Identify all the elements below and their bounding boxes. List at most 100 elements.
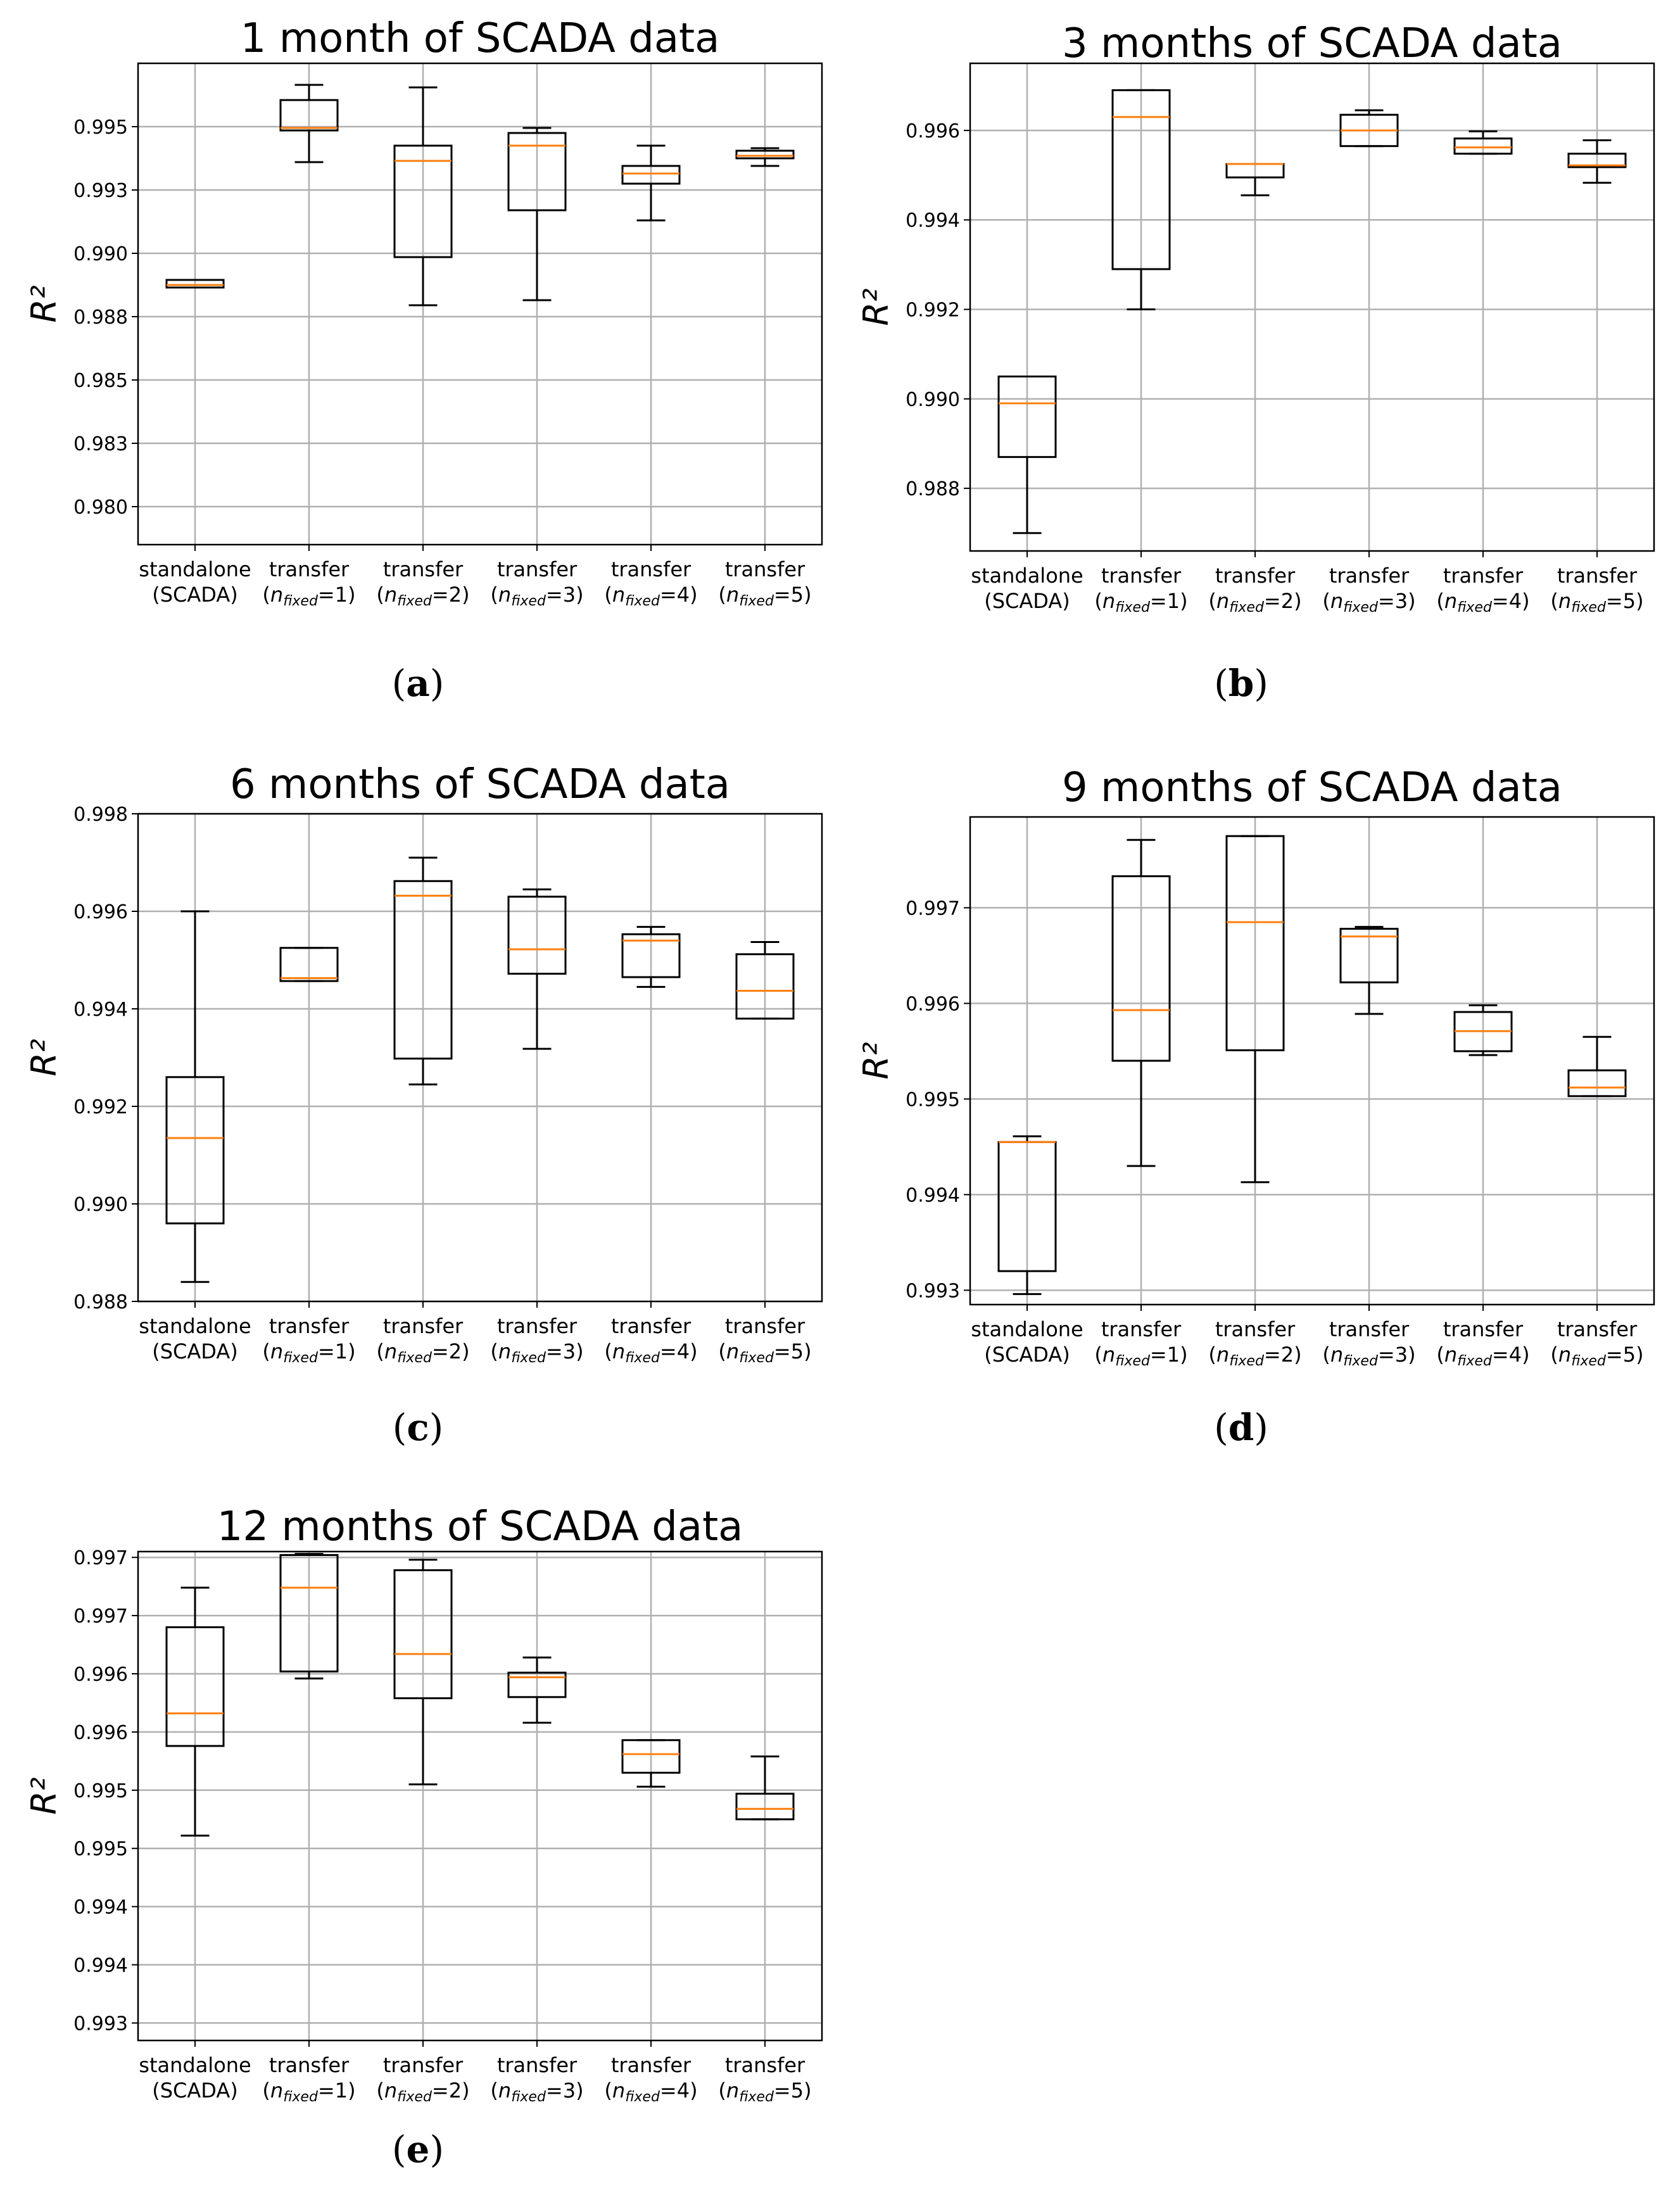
chart-title: 6 months of SCADA data <box>230 761 730 808</box>
box-6 <box>735 1755 795 1821</box>
y-tick-label: 0.988 <box>73 1291 128 1313</box>
x-tick-label: transfer <box>725 2053 805 2077</box>
x-tick-label: transfer <box>1557 564 1638 588</box>
x-tick-label-sub: (nfixed=4) <box>604 1339 697 1366</box>
x-tick-label-sub: (nfixed=5) <box>1550 589 1643 616</box>
box-2 <box>279 947 339 982</box>
x-tick-label: transfer <box>383 557 464 581</box>
x-tick-label-sub: (nfixed=5) <box>718 583 811 609</box>
y-tick-label: 0.995 <box>73 1780 128 1802</box>
box-2 <box>1111 838 1171 1167</box>
y-tick-label: 0.983 <box>73 433 128 455</box>
y-tick-label: 0.995 <box>73 1838 128 1861</box>
x-tick-label: transfer <box>1557 1317 1638 1341</box>
x-tick-label-sub: (SCADA) <box>984 1343 1070 1367</box>
box-4 <box>507 1656 567 1724</box>
axes-frame <box>137 813 823 1303</box>
y-tick-label: 0.992 <box>906 300 960 322</box>
x-tick-label-sub: (nfixed=3) <box>490 1339 583 1366</box>
x-tick-label: transfer <box>611 2053 692 2077</box>
x-tick-label: transfer <box>269 1314 350 1338</box>
box-iqr <box>1225 835 1285 1051</box>
x-tick-label-sub: (SCADA) <box>152 2078 237 2103</box>
box-1 <box>165 279 225 289</box>
box-4 <box>507 888 567 1050</box>
x-tick-label: transfer <box>1215 564 1296 588</box>
box-2 <box>279 1553 339 1679</box>
y-tick-label: 0.980 <box>73 497 128 519</box>
box-1 <box>165 910 225 1283</box>
y-tick-label: 0.994 <box>73 1897 128 1919</box>
box-iqr <box>735 953 795 1020</box>
axes-frame <box>137 62 823 546</box>
y-tick-label: 0.997 <box>73 1547 128 1569</box>
x-tick-label-sub: (nfixed=4) <box>604 2078 697 2105</box>
y-tick-label: 0.990 <box>906 389 960 411</box>
x-tick-label-sub: (nfixed=3) <box>1322 589 1415 616</box>
y-axis-label: R² <box>24 1777 64 1814</box>
x-tick-label-sub: (nfixed=3) <box>1322 1343 1415 1369</box>
box-3 <box>1225 835 1285 1184</box>
y-tick-label: 0.994 <box>73 999 128 1021</box>
x-tick-label: transfer <box>269 557 350 581</box>
y-tick-label: 0.990 <box>73 1194 128 1216</box>
box-iqr <box>507 132 567 212</box>
box-3 <box>1225 163 1285 196</box>
box-iqr <box>165 1626 225 1747</box>
box-iqr <box>621 933 681 978</box>
box-iqr <box>1567 153 1627 168</box>
y-tick-label: 0.996 <box>73 1722 128 1744</box>
box-6 <box>735 147 795 167</box>
y-tick-label: 0.993 <box>73 180 128 202</box>
box-6 <box>1567 1035 1627 1098</box>
box-iqr <box>735 149 795 160</box>
y-tick-label: 0.994 <box>906 1184 960 1206</box>
x-tick-label-sub: (nfixed=5) <box>718 1339 811 1366</box>
box-2 <box>279 84 339 163</box>
box-iqr <box>393 144 453 258</box>
box-iqr <box>165 279 225 289</box>
caption-a: (a) <box>391 662 445 705</box>
x-tick-label-sub: (nfixed=1) <box>262 2078 355 2105</box>
box-2 <box>1111 89 1171 311</box>
box-iqr <box>507 895 567 975</box>
x-tick-label-sub: (nfixed=2) <box>1208 589 1301 616</box>
x-tick-label: transfer <box>611 557 692 581</box>
y-tick-label: 0.995 <box>73 117 128 139</box>
x-tick-label: transfer <box>497 1314 578 1338</box>
box-iqr <box>393 1569 453 1700</box>
box-iqr <box>621 165 681 185</box>
box-1 <box>997 375 1057 535</box>
x-tick-label-sub: (nfixed=1) <box>262 1339 355 1366</box>
x-tick-label-sub: (nfixed=5) <box>1550 1343 1643 1369</box>
x-tick-label: transfer <box>1215 1317 1296 1341</box>
box-iqr <box>1339 928 1399 984</box>
x-tick-label-sub: (nfixed=3) <box>490 583 583 609</box>
box-iqr <box>165 1076 225 1225</box>
y-tick-label: 0.996 <box>906 120 960 142</box>
axes-frame <box>137 1550 823 2042</box>
y-tick-label: 0.992 <box>73 1096 128 1118</box>
box-iqr <box>1567 1069 1627 1098</box>
x-tick-label: standalone <box>971 1317 1083 1341</box>
chart-title: 12 months of SCADA data <box>217 1503 743 1550</box>
x-tick-label: standalone <box>971 564 1083 588</box>
x-tick-label: transfer <box>725 1314 805 1338</box>
chart-title: 1 month of SCADA data <box>241 15 720 62</box>
x-tick-label-sub: (nfixed=4) <box>1436 589 1529 616</box>
chart-panel-c: 6 months of SCADA data R² 0.988 0.990 0.992 0… <box>24 761 823 1366</box>
y-tick-label: 0.990 <box>73 243 128 265</box>
y-tick-label: 0.985 <box>73 370 128 392</box>
box-iqr <box>279 99 339 132</box>
box-iqr <box>997 375 1057 459</box>
x-tick-label: transfer <box>1443 564 1524 588</box>
box-3 <box>393 86 453 307</box>
chart-panel-b: 3 months of SCADA data R² 0.988 0.990 0.992 0… <box>856 20 1655 616</box>
x-tick-label-sub: (nfixed=4) <box>604 583 697 609</box>
box-iqr <box>1111 89 1171 270</box>
box-4 <box>1339 109 1399 148</box>
box-1 <box>165 1586 225 1837</box>
chart-title: 9 months of SCADA data <box>1062 764 1562 811</box>
box-3 <box>393 1559 453 1786</box>
y-tick-label: 0.997 <box>73 1605 128 1628</box>
